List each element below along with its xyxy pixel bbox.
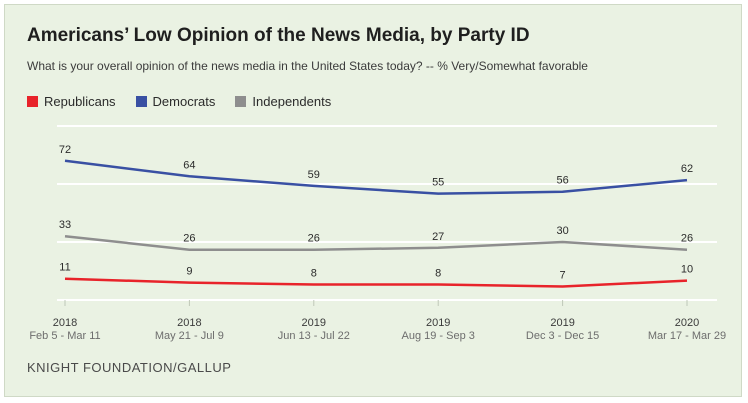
series-line-republicans [64,277,688,288]
legend-label-democrats: Democrats [152,94,216,109]
chart-title: Americans’ Low Opinion of the News Media… [27,25,530,46]
chart-subtitle: What is your overall opinion of the news… [27,59,588,73]
x-tick-range-label: Feb 5 - Mar 11 [29,330,100,342]
x-tick-range-label: Jun 13 - Jul 22 [278,330,350,342]
data-label-independents: 26 [308,233,320,245]
x-tick-year-label: 2018 [53,317,77,329]
data-label-democrats: 64 [183,159,195,171]
x-tick-range-label: Aug 19 - Sep 3 [402,330,475,342]
x-tick-range-label: May 21 - Jul 9 [155,330,224,342]
legend-item-democrats: Democrats [135,94,216,109]
legend-label-independents: Independents [252,94,332,109]
data-label-democrats: 59 [308,169,320,181]
x-tick-year-label: 2019 [302,317,326,329]
x-tick-year-label: 2019 [550,317,574,329]
data-label-republicans: 9 [186,266,192,278]
source-credit: KNIGHT FOUNDATION/GALLUP [27,360,232,375]
data-label-republicans: 10 [681,264,693,276]
series-line-independents [64,234,688,251]
data-label-democrats: 72 [59,144,71,156]
chart-card: Americans’ Low Opinion of the News Media… [4,4,742,397]
data-label-republicans: 11 [59,262,70,274]
series-line-democrats [64,159,688,195]
data-label-independents: 26 [681,233,693,245]
data-label-democrats: 56 [556,175,568,187]
data-label-democrats: 55 [432,177,444,189]
legend-swatch-republicans [27,96,38,107]
x-tick-range-label: Dec 3 - Dec 15 [526,330,599,342]
data-label-republicans: 8 [435,268,441,280]
data-label-republicans: 8 [311,268,317,280]
x-tick-year-label: 2020 [675,317,699,329]
x-tick-range-label: Mar 17 - Mar 29 [648,330,726,342]
data-label-independents: 33 [59,219,71,231]
data-label-republicans: 7 [560,269,566,281]
data-label-independents: 27 [432,231,444,243]
data-label-independents: 26 [183,233,195,245]
data-label-independents: 30 [556,225,568,237]
legend-swatch-democrats [135,96,147,107]
legend: Republicans Democrats Independents [27,94,331,109]
x-tick-year-label: 2019 [426,317,450,329]
legend-item-republicans: Republicans [27,94,116,109]
data-label-democrats: 62 [681,163,693,175]
legend-item-independents: Independents [235,94,331,109]
x-tick-year-label: 2018 [177,317,201,329]
legend-label-republicans: Republicans [44,94,116,109]
legend-swatch-independents [235,96,247,107]
